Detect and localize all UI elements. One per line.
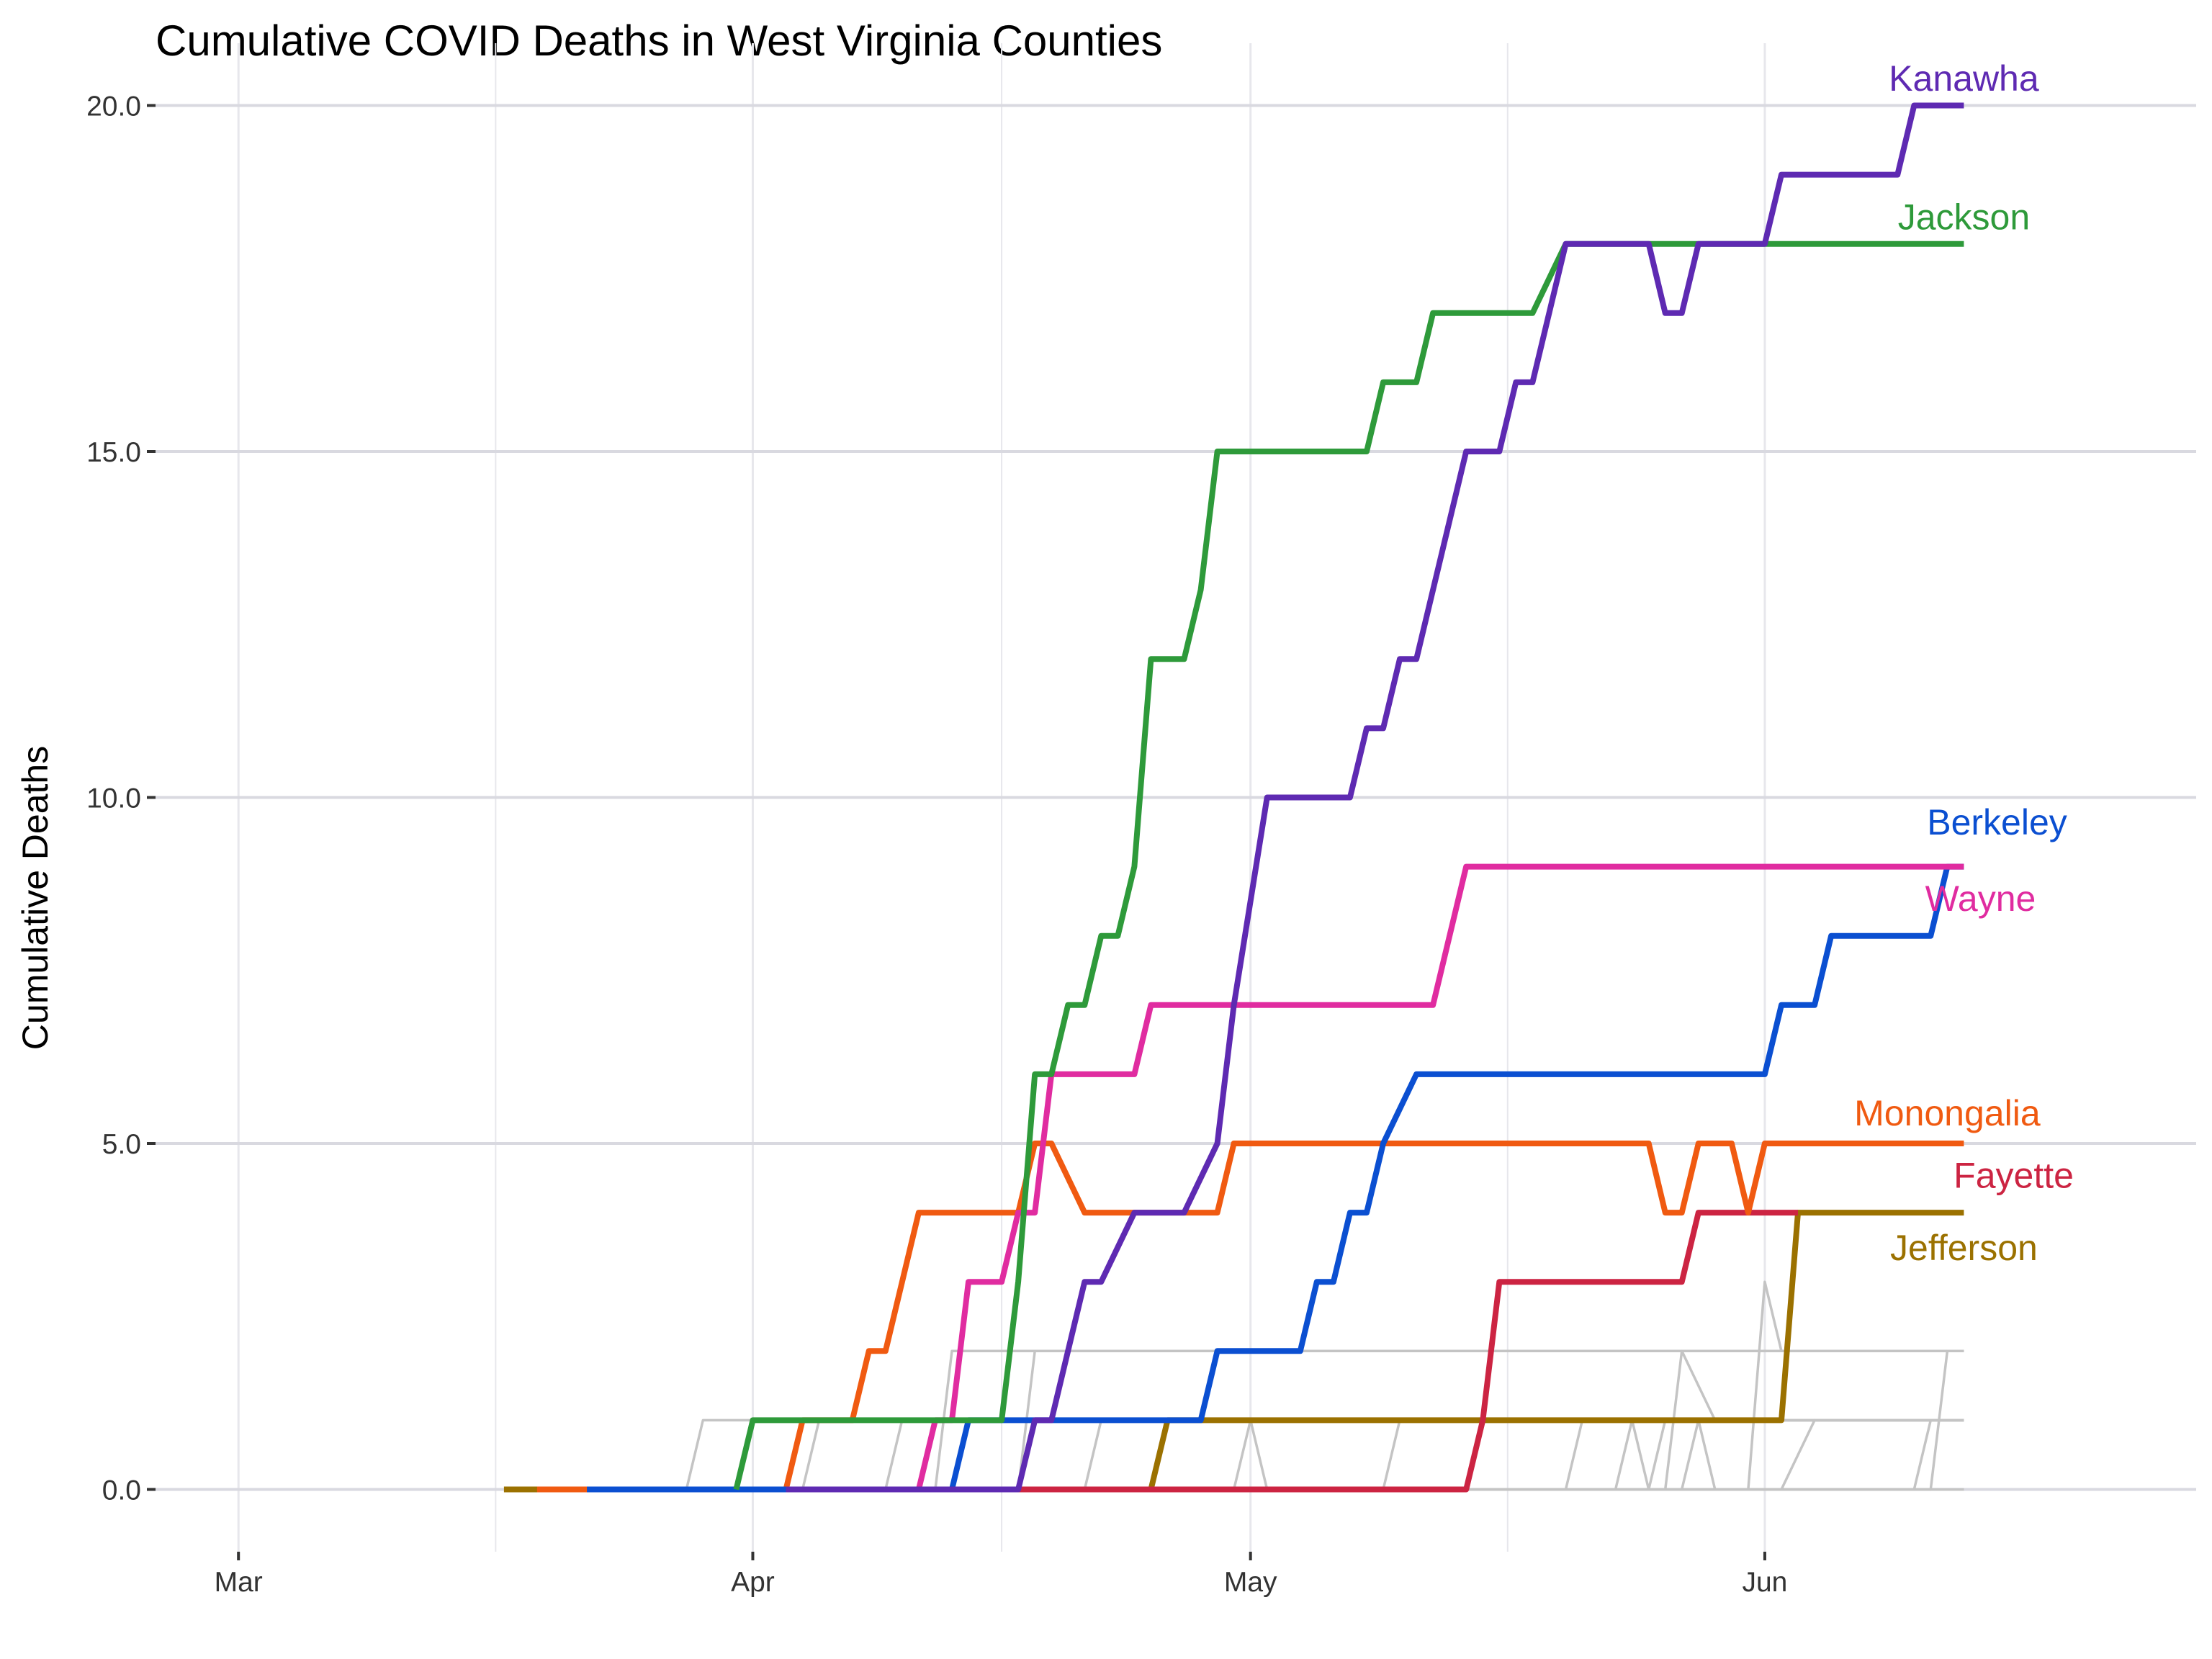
y-tick-label: 15.0 (86, 437, 141, 468)
grid (156, 43, 2196, 1552)
series-line-jackson (733, 240, 1964, 1491)
x-tick-label: May (1224, 1567, 1277, 1598)
y-axis: 0.0 5.0 10.0 15.0 20.0 (86, 91, 156, 1506)
series-label-jefferson: Jefferson (1890, 1228, 2038, 1268)
y-tick-label: 0.0 (102, 1475, 141, 1506)
series-label-kanawha: Kanawha (1889, 58, 2039, 99)
series-label-monongalia: Monongalia (1854, 1093, 2041, 1133)
series-label-wayne: Wayne (1925, 878, 2036, 919)
x-tick-label: Mar (215, 1567, 263, 1598)
x-tick-label: Apr (731, 1567, 775, 1598)
y-tick-label: 20.0 (86, 91, 141, 122)
series-line-kanawha (786, 102, 1964, 1493)
series-labels: Kanawha Jackson Berkeley Wayne Monongalia Fay… (1854, 58, 2074, 1268)
series-line-fayette (819, 1210, 1798, 1493)
series-label-fayette: Fayette (1954, 1155, 2074, 1195)
y-tick-label: 10.0 (86, 783, 141, 814)
y-axis-label: Cumulative Deaths (15, 746, 55, 1050)
x-axis: Mar Apr May Jun (215, 1552, 1787, 1598)
y-tick-label: 5.0 (102, 1129, 141, 1160)
series-group (503, 102, 1964, 1493)
series-line-berkeley (587, 863, 1964, 1493)
series-line-monongalia (536, 1141, 1964, 1493)
chart-title: Cumulative COVID Deaths in West Virginia… (156, 17, 1162, 65)
series-label-jackson: Jackson (1898, 197, 2030, 237)
series-label-berkeley: Berkeley (1927, 802, 2067, 842)
x-tick-label: Jun (1742, 1567, 1787, 1598)
